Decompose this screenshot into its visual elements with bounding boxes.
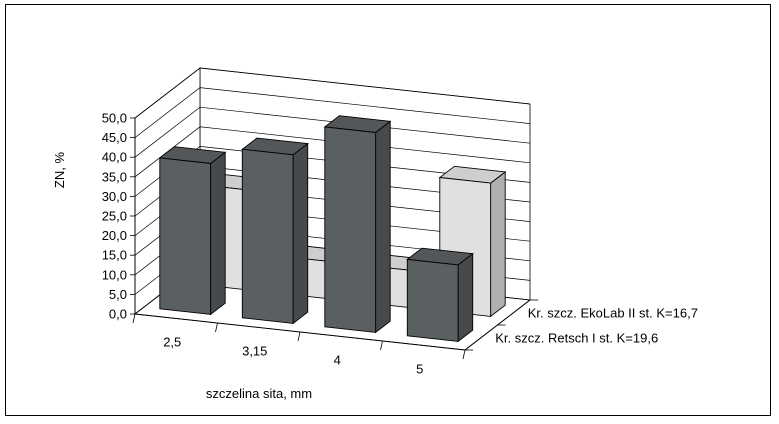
- y-tick-label: 0,0: [109, 307, 127, 322]
- y-tick-label: 30,0: [102, 189, 127, 204]
- bar-retsch: [323, 115, 392, 334]
- x-tick-mark: [215, 322, 218, 333]
- y-tick-label: 50,0: [102, 111, 127, 126]
- depth-axis-legend: Kr. szcz. EkoLab II st. K=16,7 Kr. szcz. …: [495, 306, 698, 346]
- y-tick-label: 20,0: [102, 228, 127, 243]
- bar-retsch: [406, 247, 474, 343]
- gridline: [134, 106, 531, 158]
- y-tick-labels: 0,0 5,0 10,0 15,0 20,0 25,0 30,0 35,0 40,0 45,0 50…: [102, 111, 127, 322]
- y-tick-label: 45,0: [102, 130, 127, 145]
- axes: [130, 117, 538, 360]
- bar-retsch: [158, 146, 227, 316]
- x-tick-labels: 2,5 3,15 4 5: [163, 335, 423, 377]
- y-tick-label: 5,0: [109, 287, 127, 302]
- depth-axis-series-label: Kr. szcz. EkoLab II st. K=16,7: [528, 306, 698, 321]
- y-tick-label: 35,0: [102, 169, 127, 184]
- x-tick-label: 2,5: [163, 335, 181, 350]
- gridline: [134, 67, 531, 119]
- bar-side: [292, 142, 309, 325]
- bar-front: [241, 148, 294, 324]
- gridline: [134, 126, 531, 178]
- x-tick-mark: [462, 349, 466, 360]
- x-tick-label: 4: [334, 353, 341, 368]
- bar-side: [457, 252, 474, 343]
- y-tick-label: 40,0: [102, 150, 127, 165]
- series-ekolab-bars: [158, 115, 474, 343]
- bar-retsch: [241, 137, 309, 325]
- bar-ekolab: [438, 165, 507, 318]
- y-tick-label: 15,0: [102, 248, 127, 263]
- x-tick-mark: [132, 313, 136, 324]
- y-tick-label: 25,0: [102, 209, 127, 224]
- bar-side: [210, 151, 226, 316]
- bar-front: [324, 126, 377, 333]
- bar-front: [406, 258, 459, 342]
- x-tick-mark: [380, 340, 383, 351]
- gridline: [134, 146, 531, 197]
- bar-side: [375, 120, 391, 334]
- y-axis-title: ZN, %: [52, 152, 67, 189]
- y-tick-label: 10,0: [102, 267, 127, 282]
- gridline: [134, 87, 531, 138]
- depth-axis-series-label: Kr. szcz. Retsch I st. K=19,6: [495, 331, 658, 346]
- x-tick-label: 5: [416, 362, 423, 377]
- x-axis-title: szczelina sita, mm: [206, 386, 312, 401]
- x-tick-mark: [297, 331, 301, 342]
- bar-front: [159, 157, 212, 315]
- x-tick-label: 3,15: [242, 344, 267, 359]
- bar-side: [490, 170, 506, 318]
